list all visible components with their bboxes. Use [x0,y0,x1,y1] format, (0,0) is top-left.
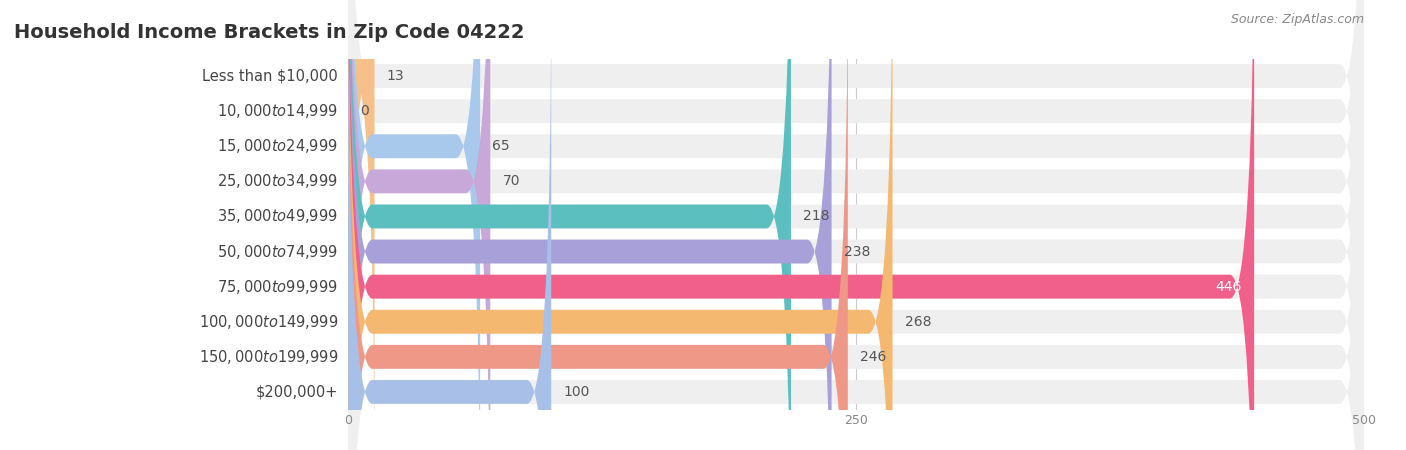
Text: 70: 70 [502,174,520,189]
FancyBboxPatch shape [349,0,1364,450]
FancyBboxPatch shape [349,0,1364,450]
FancyBboxPatch shape [349,0,1254,450]
Text: $50,000 to $74,999: $50,000 to $74,999 [218,243,337,261]
FancyBboxPatch shape [349,0,1364,450]
FancyBboxPatch shape [349,0,374,450]
Text: $75,000 to $99,999: $75,000 to $99,999 [218,278,337,296]
Text: $25,000 to $34,999: $25,000 to $34,999 [218,172,337,190]
Text: Less than $10,000: Less than $10,000 [202,68,337,84]
Text: 246: 246 [860,350,886,364]
FancyBboxPatch shape [349,0,551,450]
FancyBboxPatch shape [349,0,893,450]
Text: 446: 446 [1216,279,1241,294]
FancyBboxPatch shape [349,0,491,450]
Text: Household Income Brackets in Zip Code 04222: Household Income Brackets in Zip Code 04… [14,22,524,41]
FancyBboxPatch shape [349,0,1364,450]
Text: 100: 100 [564,385,589,399]
Text: 218: 218 [803,209,830,224]
FancyBboxPatch shape [349,0,1364,450]
FancyBboxPatch shape [349,0,1364,450]
Text: 238: 238 [844,244,870,259]
FancyBboxPatch shape [349,0,848,450]
Text: $200,000+: $200,000+ [256,384,337,400]
Text: Source: ZipAtlas.com: Source: ZipAtlas.com [1230,14,1364,27]
FancyBboxPatch shape [349,0,792,450]
Text: $35,000 to $49,999: $35,000 to $49,999 [218,207,337,225]
FancyBboxPatch shape [349,0,1364,450]
FancyBboxPatch shape [349,0,831,450]
Text: $100,000 to $149,999: $100,000 to $149,999 [198,313,337,331]
Text: $15,000 to $24,999: $15,000 to $24,999 [218,137,337,155]
Text: $10,000 to $14,999: $10,000 to $14,999 [218,102,337,120]
FancyBboxPatch shape [349,0,1364,450]
Text: $150,000 to $199,999: $150,000 to $199,999 [198,348,337,366]
FancyBboxPatch shape [349,0,1364,450]
FancyBboxPatch shape [349,0,1364,450]
Text: 65: 65 [492,139,510,153]
Text: 13: 13 [387,69,405,83]
FancyBboxPatch shape [349,0,479,450]
Text: 268: 268 [904,315,931,329]
Text: 0: 0 [360,104,368,118]
